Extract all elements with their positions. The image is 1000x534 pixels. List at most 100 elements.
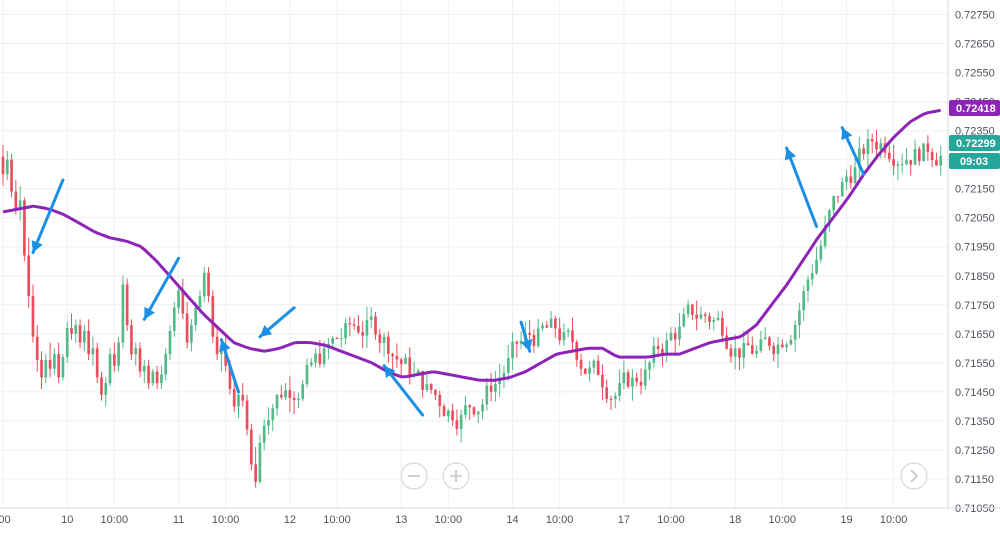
candle-body	[840, 182, 844, 197]
candle-body	[879, 143, 883, 150]
candle-body	[494, 383, 497, 392]
candle-body	[301, 384, 305, 399]
time-tick-label: 18	[729, 514, 741, 526]
candle-body	[870, 139, 874, 142]
candle-body	[588, 367, 591, 374]
candle-body	[314, 353, 317, 363]
moving-average-layer	[2, 108, 941, 382]
candle-body	[485, 385, 489, 405]
candle-body	[438, 394, 442, 406]
candle-body	[806, 279, 810, 291]
candle-body	[554, 318, 557, 329]
candle-body	[476, 411, 480, 415]
candle-body	[695, 314, 698, 319]
candle-body	[421, 370, 424, 390]
candle-body	[613, 395, 617, 400]
candle-body	[87, 330, 90, 355]
price-tick-label: 0.72550	[955, 68, 995, 80]
candle-body	[254, 464, 257, 482]
annotation-arrows	[31, 126, 866, 417]
price-tick-label: 0.71350	[955, 416, 995, 428]
candle-body	[108, 354, 112, 384]
candle-body	[541, 325, 544, 329]
candle-body	[387, 336, 390, 355]
candle-body	[592, 360, 596, 368]
candle-body	[455, 420, 459, 429]
candle-body	[798, 310, 801, 326]
candle-body	[408, 357, 412, 375]
candle-body	[926, 143, 930, 152]
candle-body	[472, 407, 476, 415]
candle-body	[549, 318, 553, 328]
candle-body	[220, 348, 223, 355]
candle-body	[468, 405, 472, 408]
time-tick-label: 10	[61, 514, 73, 526]
candle-body	[369, 316, 373, 321]
candle-body	[703, 314, 707, 316]
annotation-arrow	[382, 364, 425, 417]
candle-body	[643, 369, 647, 386]
time-axis[interactable]: :00 10 10:00 11 10:00 12 10:00 13 10:00 14 10:00 17…	[0, 514, 907, 526]
candle-body	[275, 394, 279, 409]
time-tick-label: :00	[0, 514, 11, 526]
candle-body	[733, 348, 737, 357]
annotation-arrow	[840, 126, 866, 176]
candle-body	[823, 225, 827, 246]
candle-body	[138, 348, 142, 372]
candle-body	[168, 330, 172, 355]
candle-body	[117, 342, 120, 366]
candle-body	[519, 340, 523, 344]
candle-body	[142, 365, 146, 372]
candle-body	[673, 332, 677, 340]
candle-body	[451, 410, 454, 421]
candle-body	[571, 330, 574, 343]
price-tick-label: 0.71150	[955, 474, 994, 486]
price-tick-label: 0.71250	[955, 445, 995, 457]
candle-body	[669, 332, 673, 341]
price-axis[interactable]: 0.727500.726500.725500.724500.723500.722…	[955, 10, 995, 515]
price-tick-label: 0.71050	[955, 503, 995, 515]
candle-body	[429, 383, 433, 390]
candle-body	[305, 365, 309, 385]
candle-body	[772, 345, 776, 355]
candle-body	[190, 325, 193, 343]
candle-body	[160, 374, 163, 384]
price-tick-label: 0.71750	[955, 300, 995, 312]
price-tick-label: 0.72150	[955, 184, 995, 196]
candle-body	[755, 350, 758, 354]
candle-body	[404, 357, 407, 364]
time-tick-label: 10:00	[657, 514, 685, 526]
candle-body	[1, 156, 5, 175]
candle-body	[258, 442, 262, 482]
time-tick-label: 19	[840, 514, 852, 526]
candle-body	[896, 164, 900, 166]
candle-body	[155, 371, 159, 384]
candle-body	[810, 273, 814, 280]
candle-body	[506, 358, 510, 373]
candle-body	[596, 360, 600, 375]
candle-body	[35, 336, 39, 360]
candle-body	[605, 387, 609, 399]
candle-body	[331, 337, 335, 344]
candle-body	[27, 255, 31, 297]
time-tick-label: 10:00	[435, 514, 463, 526]
candle-body	[91, 348, 95, 355]
time-tick-label: 10:00	[101, 514, 129, 526]
candle-body	[763, 337, 767, 340]
candle-body	[609, 398, 613, 400]
candle-body	[502, 372, 506, 378]
zoom-out-button[interactable]	[400, 462, 428, 490]
candle-body	[104, 383, 108, 395]
candle-body	[721, 317, 724, 336]
candle-body	[121, 284, 125, 343]
candle-body	[866, 139, 870, 155]
zoom-in-button[interactable]	[442, 462, 470, 490]
annotation-arrow	[258, 306, 296, 339]
candle-body	[725, 335, 728, 349]
candle-body	[648, 362, 651, 370]
candle-body	[335, 337, 339, 339]
scroll-right-button[interactable]	[900, 462, 928, 490]
annotation-arrow	[219, 338, 240, 394]
